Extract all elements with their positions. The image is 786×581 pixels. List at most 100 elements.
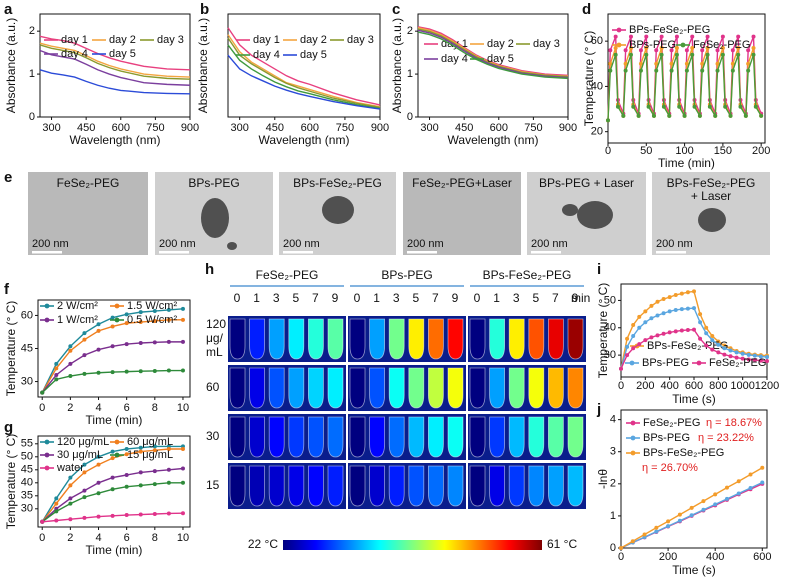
data-point (110, 370, 115, 375)
data-point (643, 338, 648, 343)
data-point (698, 312, 703, 317)
scale-bar-label: 200 nm (656, 238, 693, 250)
data-point (649, 316, 654, 321)
x-tick-label: 300 (42, 122, 60, 134)
y-tick-label: 20 (591, 126, 603, 138)
data-point (715, 48, 720, 53)
data-point (720, 34, 725, 39)
legend-marker (696, 360, 702, 366)
data-point (682, 113, 687, 118)
data-point (748, 485, 753, 490)
data-point (689, 513, 694, 518)
panel-label: e (4, 169, 12, 186)
image-label: BPs-FeSe₂-PEG (293, 176, 382, 190)
x-tick-label: 4 (95, 532, 101, 544)
data-point (82, 353, 87, 358)
data-point (40, 519, 45, 524)
scale-bar (159, 251, 189, 254)
data-point (698, 320, 703, 325)
data-point (621, 113, 626, 118)
x-tick-label: 400 (660, 380, 678, 392)
plot-frame (417, 13, 569, 118)
data-point (715, 68, 720, 73)
x-tick-label: 400 (706, 551, 724, 563)
data-point (692, 327, 696, 332)
time-label: 9 (572, 291, 579, 305)
data-point (608, 61, 613, 66)
data-point (669, 68, 674, 73)
data-point (734, 355, 739, 360)
data-point (758, 358, 763, 363)
data-point (685, 290, 690, 295)
data-point (180, 447, 185, 451)
tube (369, 367, 385, 409)
data-point (54, 496, 59, 501)
data-point (613, 45, 618, 50)
data-point (631, 104, 636, 109)
x-tick-label: 0 (618, 380, 624, 392)
tube (447, 416, 464, 458)
image-label: BPs-PEG (188, 176, 239, 190)
data-point (152, 469, 157, 474)
tube (308, 367, 324, 409)
data-point (674, 45, 679, 50)
x-tick-label: 0 (39, 402, 45, 414)
x-tick-label: 300 (231, 122, 249, 134)
x-tick-label: 900 (559, 122, 577, 134)
data-point (746, 68, 751, 73)
group-label: BPs-FeSe₂-PEG (483, 268, 572, 282)
data-point (654, 529, 659, 534)
data-point (638, 48, 643, 53)
tube (508, 367, 525, 409)
time-label: 7 (432, 291, 439, 305)
legend-marker (44, 303, 50, 309)
data-point (152, 368, 157, 373)
data-point (666, 524, 671, 529)
data-point (659, 34, 664, 39)
tube (408, 318, 425, 360)
data-point (723, 104, 728, 109)
data-point (669, 61, 674, 66)
data-point (625, 353, 630, 358)
plot-frame (620, 409, 768, 549)
tube (548, 465, 564, 507)
data-point (728, 113, 733, 118)
x-axis-label: Time (min) (86, 543, 143, 557)
y-tick-label: 45 (21, 342, 33, 354)
efficiency-label: η = 26.70% (642, 462, 698, 474)
data-point (716, 350, 721, 355)
thermal-frame (348, 414, 466, 460)
tube (548, 416, 564, 458)
data-point (54, 377, 59, 382)
tube (528, 416, 545, 458)
legend-marker (44, 439, 50, 445)
data-point (713, 502, 718, 507)
data-point (82, 371, 87, 376)
data-point (124, 513, 129, 518)
tube (268, 465, 285, 507)
series-line (227, 54, 381, 110)
data-point (82, 488, 87, 493)
data-point (705, 52, 710, 57)
y-tick-label: 50 (21, 451, 33, 463)
tube (567, 416, 584, 458)
data-point (674, 52, 679, 57)
tem-image (403, 172, 521, 255)
data-point (110, 449, 115, 454)
data-point (697, 113, 702, 118)
data-point (734, 350, 739, 355)
data-point (646, 104, 651, 109)
data-point (152, 444, 157, 449)
x-tick-label: 10 (177, 532, 189, 544)
colorbar-min: 22 °C (248, 537, 278, 551)
legend-label: BPs-FeSe₂-PEG (647, 340, 728, 352)
panel-label: d (582, 1, 591, 18)
x-tick-label: 600 (685, 380, 703, 392)
thermal-frame (468, 414, 586, 460)
plot-frame (607, 13, 766, 144)
data-point (722, 346, 727, 351)
x-tick-label: 1000 (730, 380, 754, 392)
scale-bar-label: 200 nm (159, 238, 196, 250)
data-point (690, 52, 695, 57)
tube (447, 318, 464, 360)
